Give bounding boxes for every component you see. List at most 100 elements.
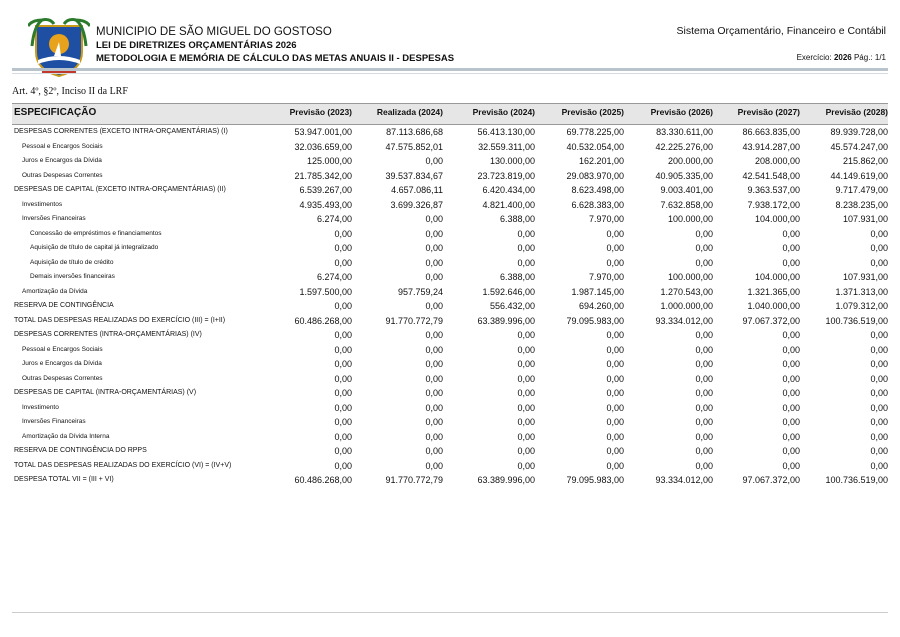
cell-value: 100.736.519,00 <box>825 475 888 485</box>
cell-value: 100.000,00 <box>667 272 713 282</box>
cell-value: 1.270.543,00 <box>660 286 713 297</box>
cell-value: 97.067.372,00 <box>742 475 800 485</box>
cell-value: 7.970,00 <box>588 214 624 224</box>
header-rule <box>12 73 888 74</box>
cell-value: 0,00 <box>517 344 535 355</box>
cell-value: 32.036.659,00 <box>294 141 352 152</box>
cell-value: 53.947.001,00 <box>294 127 352 137</box>
row-label: TOTAL DAS DESPESAS REALIZADAS DO EXERCÍC… <box>14 461 232 469</box>
cell-value: 200.000,00 <box>667 156 713 166</box>
cell-value: 0,00 <box>606 446 624 456</box>
cell-value: 0,00 <box>782 388 800 398</box>
cell-value: 44.149.619,00 <box>830 170 888 181</box>
subtitle: METODOLOGIA E MEMÓRIA DE CÁLCULO DAS MET… <box>96 53 455 64</box>
column-header: Previsão (2024) <box>472 107 535 117</box>
cell-value: 23.723.819,00 <box>477 170 535 181</box>
cell-value: 63.389.996,00 <box>477 315 535 326</box>
cell-value: 0,00 <box>517 359 535 369</box>
cell-value: 0,00 <box>695 402 713 413</box>
column-header: Previsão (2026) <box>650 107 713 117</box>
cell-value: 0,00 <box>334 417 352 427</box>
cell-value: 0,00 <box>517 417 535 427</box>
cell-value: 9.717.479,00 <box>835 185 888 195</box>
cell-value: 1.040.000,00 <box>747 301 800 311</box>
cell-value: 0,00 <box>782 257 800 268</box>
cell-value: 0,00 <box>425 373 443 384</box>
cell-value: 47.575.852,01 <box>385 141 443 152</box>
column-header: ESPECIFICAÇÃO <box>14 107 97 118</box>
row-label: RESERVA DE CONTINGÊNCIA <box>14 302 114 309</box>
cell-value: 100.736.519,00 <box>825 315 888 326</box>
page-number: Pág.: 1/1 <box>853 53 886 62</box>
cell-value: 0,00 <box>870 228 888 239</box>
cell-value: 6.388,00 <box>499 272 535 282</box>
row-label: Outras Despesas Correntes <box>22 374 103 382</box>
cell-value: 0,00 <box>334 446 352 456</box>
exercise-info: Exercício: 2026 Pág.: 1/1 <box>797 53 886 62</box>
cell-value: 0,00 <box>425 330 443 340</box>
cell-value: 39.537.834,67 <box>385 170 443 181</box>
cell-value: 0,00 <box>695 330 713 340</box>
cell-value: 1.592.646,00 <box>482 286 535 297</box>
cell-value: 6.628.383,00 <box>571 199 624 210</box>
cell-value: 9.363.537,00 <box>747 185 800 195</box>
cell-value: 0,00 <box>517 228 535 239</box>
cell-value: 0,00 <box>782 446 800 456</box>
cell-value: 0,00 <box>517 257 535 268</box>
cell-value: 215.862,00 <box>842 156 888 166</box>
cell-value: 556.432,00 <box>489 301 535 311</box>
cell-value: 0,00 <box>334 228 352 239</box>
cell-value: 0,00 <box>425 214 443 224</box>
cell-value: 0,00 <box>695 344 713 355</box>
cell-value: 100.000,00 <box>667 214 713 224</box>
cell-value: 0,00 <box>425 301 443 311</box>
cell-value: 0,00 <box>606 228 624 239</box>
cell-value: 6.274,00 <box>316 214 352 224</box>
cell-value: 0,00 <box>517 446 535 456</box>
cell-value: 0,00 <box>782 330 800 340</box>
cell-value: 83.330.611,00 <box>656 127 713 137</box>
row-label: Juros e Encargos da Dívida <box>22 157 102 164</box>
cell-value: 0,00 <box>695 388 713 398</box>
cell-value: 0,00 <box>870 257 888 268</box>
row-label: Inversões Financeiras <box>22 418 86 425</box>
cell-value: 1.321.365,00 <box>747 286 800 297</box>
cell-value: 0,00 <box>870 344 888 355</box>
header-rule <box>12 68 888 71</box>
row-label: Concessão de empréstimos e financiamento… <box>30 229 162 237</box>
cell-value: 0,00 <box>425 446 443 456</box>
cell-value: 8.623.498,00 <box>571 185 624 195</box>
cell-value: 130.000,00 <box>489 156 535 166</box>
row-label: Aquisição de título de capital já integr… <box>30 244 159 251</box>
cell-value: 0,00 <box>425 431 443 442</box>
cell-value: 0,00 <box>870 431 888 442</box>
cell-value: 0,00 <box>334 373 352 384</box>
cell-value: 0,00 <box>425 272 443 282</box>
cell-value: 4.657.086,11 <box>391 185 443 195</box>
cell-value: 0,00 <box>695 257 713 268</box>
cell-value: 0,00 <box>606 243 624 253</box>
cell-value: 29.083.970,00 <box>566 170 624 181</box>
cell-value: 6.388,00 <box>499 214 535 224</box>
cell-value: 0,00 <box>425 402 443 413</box>
cell-value: 97.067.372,00 <box>742 315 800 326</box>
exercise: 2026 <box>833 53 852 62</box>
cell-value: 43.914.287,00 <box>742 141 800 152</box>
cell-value: 0,00 <box>334 431 352 442</box>
cell-value: 7.938.172,00 <box>747 199 800 210</box>
cell-value: 0,00 <box>695 446 713 456</box>
row-label: Juros e Encargos da Dívida <box>22 360 102 367</box>
cell-value: 6.420.434,00 <box>482 185 535 195</box>
cell-value: 0,00 <box>334 460 352 471</box>
cell-value: 0,00 <box>782 243 800 253</box>
cell-value: 0,00 <box>695 460 713 471</box>
cell-value: 125.000,00 <box>306 156 352 166</box>
cell-value: 32.559.311,00 <box>478 141 535 152</box>
cell-value: 4.935.493,00 <box>299 199 352 210</box>
cell-value: 7.970,00 <box>588 272 624 282</box>
system: Sistema Orçamentário, Financeiro e Contá… <box>676 25 886 37</box>
cell-value: 89.939.728,00 <box>830 127 888 137</box>
row-label: Pessoal e Encargos Sociais <box>22 142 103 150</box>
cell-value: 0,00 <box>517 460 535 471</box>
exercise-label: Exercício: <box>796 53 832 62</box>
